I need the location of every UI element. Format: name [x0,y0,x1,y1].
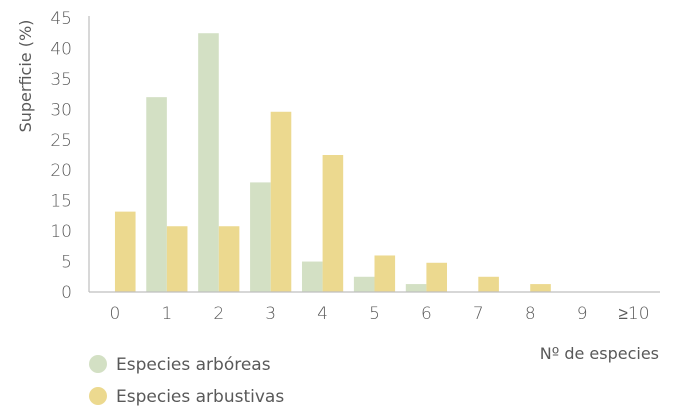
y-tick-label: 5 [61,253,72,273]
y-tick-label: 15 [50,192,72,212]
legend: Especies arbóreas Especies arbustivas [89,355,284,407]
y-tick-label: 20 [50,161,72,181]
legend-label-arboreas: Especies arbóreas [116,355,271,375]
y-tick-label: 45 [50,9,72,29]
x-tick-label: 6 [421,304,432,324]
legend-swatch-arbustivas [89,387,107,405]
bar-arbustivas-3 [270,111,292,292]
bar-arbustivas-6 [426,262,448,292]
x-tick-label: 1 [161,304,172,324]
y-tick-label: 40 [50,39,72,59]
x-tick-label: 9 [577,304,588,324]
x-axis-title: Nº de especies [540,344,659,363]
bar-arbustivas-4 [322,155,344,292]
y-tick-label: 25 [50,131,72,151]
y-tick-label: 0 [61,283,72,303]
bars [114,33,551,293]
bar-arboreas-3 [250,182,271,292]
bar-arboreas-5 [353,276,375,292]
y-axis-title: Superficie (%) [16,20,35,133]
x-tick-label: 7 [473,304,484,324]
x-tick-label: 8 [525,304,536,324]
x-tick-label: 4 [317,304,328,324]
bar-arbustivas-0 [114,211,136,292]
x-tick-label: ≥10 [619,304,650,324]
y-axis: 0 5 10 15 20 25 30 35 40 45 [50,9,90,303]
bar-arboreas-6 [405,284,427,292]
x-tick-label: 0 [110,304,121,324]
bar-arbustivas-8 [530,284,551,292]
legend-item-arboreas: Especies arbóreas [89,355,271,375]
bar-arbustivas-2 [218,226,240,292]
y-tick-label: 35 [50,70,72,90]
bar-arbustivas-1 [166,226,188,292]
bar-arboreas-4 [301,261,323,292]
bar-arbustivas-7 [478,276,499,292]
x-axis: 0 1 2 3 4 5 6 7 8 9 ≥10 [89,291,660,324]
legend-item-arbustivas: Especies arbustivas [89,387,284,407]
bar-arbustivas-5 [374,255,396,292]
x-tick-label: 2 [213,304,224,324]
y-tick-label: 10 [50,222,72,242]
legend-label-arbustivas: Especies arbustivas [116,387,284,407]
x-tick-label: 5 [369,304,380,324]
y-tick-label: 30 [50,100,72,120]
x-tick-label: 3 [265,304,276,324]
bar-arboreas-2 [198,33,219,292]
bar-arboreas-1 [146,97,167,293]
legend-swatch-arboreas [89,355,107,373]
